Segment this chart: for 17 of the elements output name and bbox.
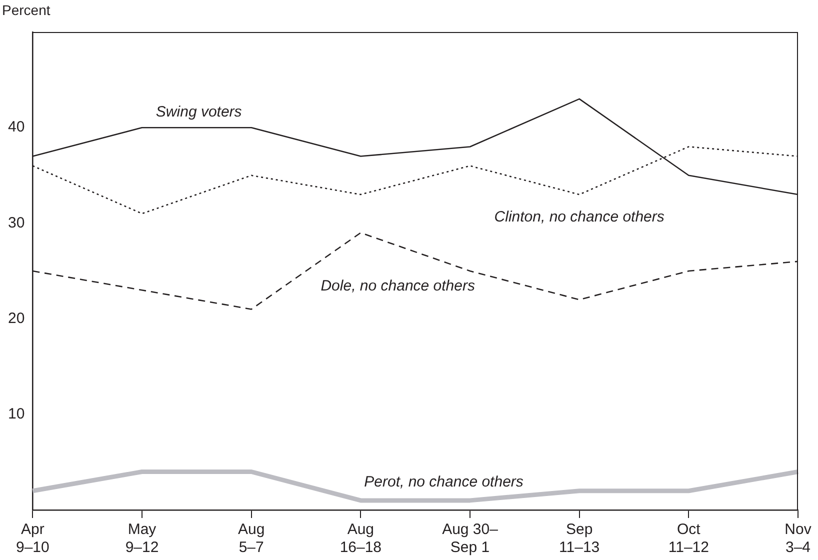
series-label: Clinton, no chance others xyxy=(494,208,665,226)
y-tick-label: 10 xyxy=(8,406,25,423)
x-tick-label: Aug 30– Sep 1 xyxy=(442,521,499,556)
x-tick-label: Aug 16–18 xyxy=(340,521,382,556)
x-tick-label: Nov 3–4 xyxy=(784,521,812,556)
series-label: Swing voters xyxy=(156,103,242,120)
x-tick-label: Aug 5–7 xyxy=(238,521,265,556)
series-label: Perot, no chance others xyxy=(364,473,524,490)
x-tick-label: Sep 11–13 xyxy=(559,521,600,556)
x-tick-label: May 9–12 xyxy=(125,521,159,556)
series-label: Dole, no chance others xyxy=(320,277,476,294)
x-tick-label: Apr 9–10 xyxy=(16,521,50,556)
y-tick-label: 40 xyxy=(8,118,25,136)
y-tick-label: 20 xyxy=(8,310,25,327)
x-tick-label: Oct 11–12 xyxy=(668,521,709,556)
y-axis-title: Percent xyxy=(2,2,50,18)
y-tick-label: 30 xyxy=(8,214,25,232)
